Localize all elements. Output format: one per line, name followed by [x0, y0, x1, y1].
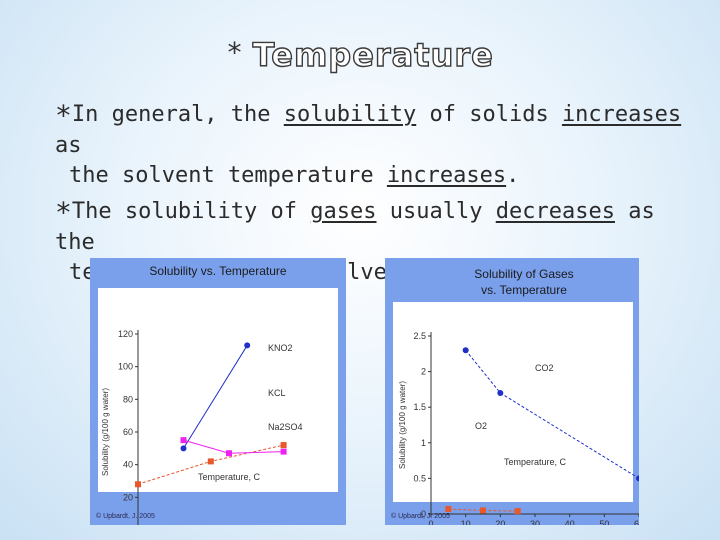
bullet-text: In general, the [71, 102, 284, 127]
x-tick-label: 50 [599, 519, 609, 525]
data-point [514, 508, 521, 515]
bullet-text: the solvent temperature [69, 163, 387, 188]
emphasis-term: gases [310, 199, 377, 224]
chart-solids-panel: Solubility vs. Temperature02040608010012… [90, 258, 346, 525]
chart-credit: © Upbardt, J. 2005 [96, 512, 155, 520]
bullet-text: as [55, 133, 82, 158]
series-line-kno2 [183, 345, 248, 449]
bullet-line-2: the solvent temperature increases. [55, 161, 705, 191]
bullet-text: of solids [416, 102, 562, 127]
data-point [497, 389, 504, 396]
y-axis-label: Solubility (g/100 g water) [398, 381, 407, 469]
x-axis-label: Temperature, C [504, 457, 567, 467]
series-label: KCL [268, 388, 286, 398]
chart-gases-panel: Solubility of Gases vs. Temperature 0 0.5 1 1… [385, 258, 639, 525]
series-label: KNO2 [268, 343, 293, 353]
x-tick-label: 40 [565, 519, 575, 525]
bullet-text: The solubility of [71, 199, 311, 224]
plot-area [98, 288, 338, 492]
y-tick-label: 1.5 [413, 402, 426, 412]
slide-title-row: * Temperature [0, 35, 720, 74]
y-tick-label: 0.5 [413, 473, 426, 483]
x-tick-label: 60 [634, 519, 639, 525]
chart-title-line: Solubility of Gases [474, 267, 573, 281]
y-tick-label: 1 [421, 438, 426, 448]
y-tick-label: 120 [118, 329, 133, 339]
title-bullet-star: * [226, 36, 244, 69]
emphasis-term: increases [561, 102, 682, 127]
y-tick-label: 80 [123, 394, 133, 404]
bullet-text: . [506, 163, 520, 188]
data-point [180, 437, 187, 444]
series-label: Na2SO4 [268, 422, 303, 432]
y-tick-label: 100 [118, 362, 133, 372]
chart-credit: © Upbardt, J. 2005 [391, 512, 450, 520]
x-tick-label: 0 [428, 519, 433, 525]
data-point [280, 448, 287, 455]
emphasis-term: decreases [495, 199, 615, 224]
y-tick-label: 2 [421, 367, 426, 377]
chart-title: Solubility vs. Temperature [149, 264, 287, 278]
emphasis-term: solubility [283, 102, 417, 127]
bullet-line-1: *In general, the solubility of solids in… [55, 100, 705, 161]
chart-title-line: vs. Temperature [481, 283, 567, 297]
chart-gases: Solubility of Gases vs. Temperature 0 0.5 1 1… [391, 267, 639, 525]
data-point [462, 347, 469, 354]
data-point [226, 450, 232, 457]
bullet-text: as the [55, 199, 655, 255]
series-label: O2 [475, 421, 487, 431]
x-tick-label: 10 [461, 519, 471, 525]
y-tick-label: 60 [123, 427, 133, 437]
y-tick-label: 20 [123, 492, 133, 502]
data-point [445, 506, 452, 513]
y-tick-label: 40 [123, 460, 133, 470]
data-point [180, 445, 187, 452]
data-point [135, 481, 141, 488]
y-axis-label: Solubility (g/100 g water) [101, 388, 110, 476]
bullet-solids: *In general, the solubility of solids in… [55, 100, 705, 191]
series-label: CO2 [535, 363, 554, 373]
chart-solids: Solubility vs. Temperature02040608010012… [96, 264, 338, 525]
data-point [280, 442, 287, 449]
y-tick-label: 2.5 [413, 331, 426, 341]
x-tick-label: 20 [495, 519, 505, 525]
data-point [244, 342, 251, 349]
data-point [480, 507, 486, 514]
plot-area [393, 302, 633, 502]
data-point [636, 475, 639, 482]
bullet-line-1: *The solubility of gases usually decreas… [55, 197, 705, 258]
bullet-star: * [55, 196, 72, 229]
emphasis-term: increases [386, 163, 507, 188]
bullet-star: * [55, 99, 72, 132]
data-point [207, 458, 214, 465]
x-axis-label: Temperature, C [198, 472, 261, 482]
x-tick-label: 30 [530, 519, 540, 525]
y-tick-label: 0 [421, 509, 426, 519]
bullet-text: usually [376, 199, 496, 224]
series-line-o2 [448, 508, 518, 512]
slide-title: Temperature [252, 35, 494, 74]
